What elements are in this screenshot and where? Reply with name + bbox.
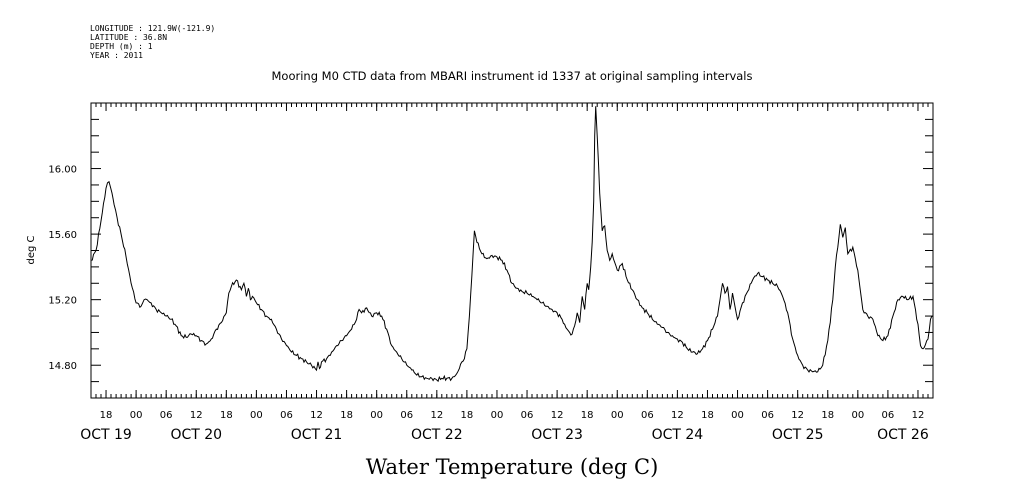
x-day-label: OCT 19 — [80, 427, 132, 443]
x-day-label: OCT 21 — [291, 427, 343, 443]
y-tick-label: 16.00 — [48, 165, 77, 176]
x-hour-label: 00 — [731, 410, 744, 421]
x-hour-label: 06 — [160, 410, 173, 421]
x-hour-label: 12 — [190, 410, 203, 421]
x-hour-label: 18 — [220, 410, 233, 421]
year-label: YEAR : 2011 — [90, 51, 143, 60]
x-hour-label: 18 — [821, 410, 834, 421]
x-axis: 18 00 06 12 18 00 06 12 18 00 06 12 18 00 06 12 18 00 06 12… — [80, 103, 929, 443]
series-line-water-temperature — [90, 106, 934, 383]
longitude-label: LONGITUDE : 121.9W(-121.9) — [90, 24, 215, 33]
x-day-label: OCT 24 — [652, 427, 704, 443]
y-tick-label: 15.60 — [48, 230, 77, 241]
x-hour-label: 18 — [581, 410, 594, 421]
minor-tick-marks — [90, 103, 934, 398]
x-hour-label: 00 — [611, 410, 624, 421]
x-hour-label: 12 — [551, 410, 564, 421]
minor-ticks — [90, 103, 934, 398]
x-day-label: OCT 23 — [531, 427, 583, 443]
plot-frame — [90, 102, 934, 399]
y-tick-label: 15.20 — [48, 296, 77, 307]
x-hour-label: 12 — [430, 410, 443, 421]
depth-label: DEPTH (m) : 1 — [90, 42, 153, 51]
x-hour-label: 00 — [370, 410, 383, 421]
y-axis-label: deg C — [26, 235, 37, 264]
x-hour-label: 18 — [701, 410, 714, 421]
x-hour-label: 06 — [761, 410, 774, 421]
x-hour-label: 00 — [130, 410, 143, 421]
x-hour-label: 18 — [340, 410, 353, 421]
x-hour-label: 00 — [851, 410, 864, 421]
x-axis-label: Water Temperature (deg C) — [366, 455, 659, 479]
x-hour-label: 12 — [791, 410, 804, 421]
x-hour-label: 06 — [400, 410, 413, 421]
x-hour-label: 06 — [521, 410, 534, 421]
x-day-label: OCT 22 — [411, 427, 463, 443]
x-hour-label: 12 — [912, 410, 925, 421]
x-hour-label: 06 — [280, 410, 293, 421]
x-hour-label: 00 — [250, 410, 263, 421]
latitude-label: LATITUDE : 36.8N — [90, 33, 167, 42]
x-hour-label: 06 — [641, 410, 654, 421]
chart-title: Mooring M0 CTD data from MBARI instrumen… — [272, 69, 753, 83]
x-day-label: OCT 26 — [877, 427, 929, 443]
y-tick-label: 14.80 — [48, 361, 77, 372]
x-hour-label: 00 — [491, 410, 504, 421]
x-hour-label: 18 — [100, 410, 113, 421]
x-hour-label: 06 — [882, 410, 895, 421]
x-day-label: OCT 20 — [170, 427, 222, 443]
y-axis: 14.80 15.20 15.60 16.00 — [48, 102, 933, 399]
x-day-label: OCT 25 — [772, 427, 824, 443]
x-hour-label: 18 — [461, 410, 474, 421]
x-hour-label: 12 — [310, 410, 323, 421]
x-hour-label: 12 — [671, 410, 684, 421]
